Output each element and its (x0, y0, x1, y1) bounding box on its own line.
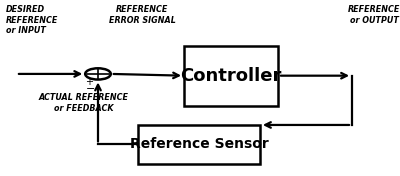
Text: Controller: Controller (180, 67, 282, 85)
Text: ACTUAL REFERENCE
or FEEDBACK: ACTUAL REFERENCE or FEEDBACK (39, 93, 129, 113)
Text: REFERENCE
ERROR SIGNAL: REFERENCE ERROR SIGNAL (108, 5, 176, 25)
Text: Reference Sensor: Reference Sensor (130, 137, 268, 151)
Bar (138, 125, 260, 164)
Text: DESIRED
REFERENCE
or INPUT: DESIRED REFERENCE or INPUT (6, 5, 58, 35)
Bar (184, 46, 278, 106)
Circle shape (85, 68, 111, 80)
Text: −: − (86, 84, 95, 94)
Text: +: + (85, 77, 93, 87)
Text: REFERENCE
or OUTPUT: REFERENCE or OUTPUT (348, 5, 400, 25)
